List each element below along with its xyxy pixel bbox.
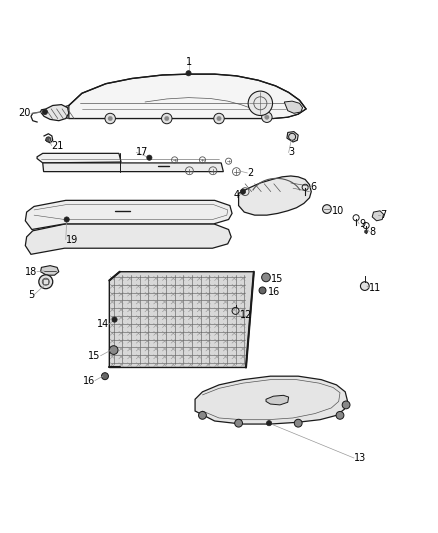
Text: 8: 8 — [369, 227, 375, 237]
Text: 5: 5 — [28, 290, 34, 300]
Circle shape — [235, 419, 243, 427]
Circle shape — [105, 114, 116, 124]
Polygon shape — [41, 265, 59, 275]
Text: 17: 17 — [136, 148, 148, 157]
Text: 15: 15 — [88, 351, 101, 361]
Circle shape — [240, 189, 246, 194]
Circle shape — [261, 273, 270, 282]
Circle shape — [186, 71, 191, 76]
Polygon shape — [266, 395, 289, 405]
Polygon shape — [372, 211, 384, 221]
Text: 10: 10 — [332, 206, 344, 216]
Circle shape — [248, 91, 272, 116]
Circle shape — [217, 116, 221, 120]
Circle shape — [266, 421, 272, 426]
Circle shape — [102, 373, 109, 379]
Polygon shape — [25, 200, 232, 230]
Text: 4: 4 — [234, 190, 240, 200]
Circle shape — [162, 114, 172, 124]
Text: 16: 16 — [83, 376, 95, 385]
Circle shape — [165, 116, 169, 120]
Text: 6: 6 — [311, 182, 317, 192]
Text: 19: 19 — [66, 235, 78, 245]
Text: 21: 21 — [51, 141, 64, 150]
Circle shape — [108, 116, 113, 120]
Circle shape — [64, 217, 69, 222]
Circle shape — [360, 282, 369, 290]
Text: 2: 2 — [247, 168, 254, 178]
Polygon shape — [110, 272, 254, 367]
Bar — [43, 279, 48, 284]
Text: 3: 3 — [289, 148, 295, 157]
Polygon shape — [195, 376, 347, 424]
Text: 7: 7 — [380, 210, 386, 220]
Circle shape — [322, 205, 331, 213]
Text: 20: 20 — [18, 108, 31, 118]
Text: 11: 11 — [369, 283, 381, 293]
Polygon shape — [25, 224, 231, 254]
Circle shape — [336, 411, 344, 419]
Circle shape — [112, 317, 117, 322]
Polygon shape — [37, 154, 121, 163]
Polygon shape — [239, 176, 311, 215]
Polygon shape — [284, 101, 303, 114]
Circle shape — [39, 275, 53, 289]
Circle shape — [46, 137, 51, 142]
Text: 16: 16 — [268, 287, 280, 297]
Text: 9: 9 — [359, 219, 365, 229]
Polygon shape — [287, 132, 298, 142]
Polygon shape — [43, 163, 223, 172]
Circle shape — [342, 401, 350, 409]
Circle shape — [265, 115, 269, 119]
Circle shape — [294, 419, 302, 427]
Circle shape — [364, 230, 368, 233]
Circle shape — [259, 287, 266, 294]
Text: 15: 15 — [271, 273, 283, 284]
Text: 1: 1 — [185, 57, 191, 67]
Text: 13: 13 — [354, 453, 366, 463]
Circle shape — [110, 346, 118, 354]
Polygon shape — [41, 104, 69, 120]
Circle shape — [147, 155, 152, 160]
Text: 18: 18 — [25, 266, 37, 277]
Text: 14: 14 — [97, 319, 110, 329]
Circle shape — [42, 109, 47, 115]
Text: 12: 12 — [240, 310, 252, 320]
Circle shape — [261, 112, 272, 123]
Polygon shape — [69, 74, 306, 118]
Circle shape — [214, 114, 224, 124]
Circle shape — [198, 411, 206, 419]
